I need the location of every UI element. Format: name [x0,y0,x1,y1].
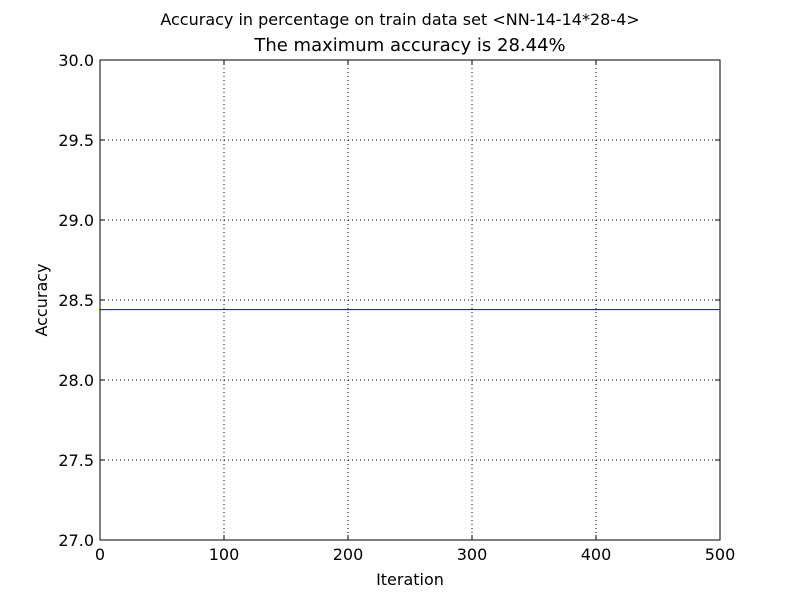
x-tick-label: 500 [705,545,736,564]
x-tick-label: 400 [581,545,612,564]
y-tick-label: 29.0 [58,211,94,230]
x-axis-label: Iteration [376,570,444,589]
x-tick-label: 200 [333,545,364,564]
y-tick-label: 27.5 [58,451,94,470]
x-tick-label: 0 [95,545,105,564]
chart-title: The maximum accuracy is 28.44% [254,35,566,56]
y-tick-label: 28.5 [58,291,94,310]
x-tick-label: 300 [457,545,488,564]
y-tick-label: 30.0 [58,51,94,70]
y-tick-label: 29.5 [58,131,94,150]
x-tick-label: 100 [209,545,240,564]
y-tick-label: 28.0 [58,371,94,390]
chart-suptitle: Accuracy in percentage on train data set… [160,10,640,29]
y-axis-label: Accuracy [32,263,51,336]
y-tick-label: 27.0 [58,531,94,550]
